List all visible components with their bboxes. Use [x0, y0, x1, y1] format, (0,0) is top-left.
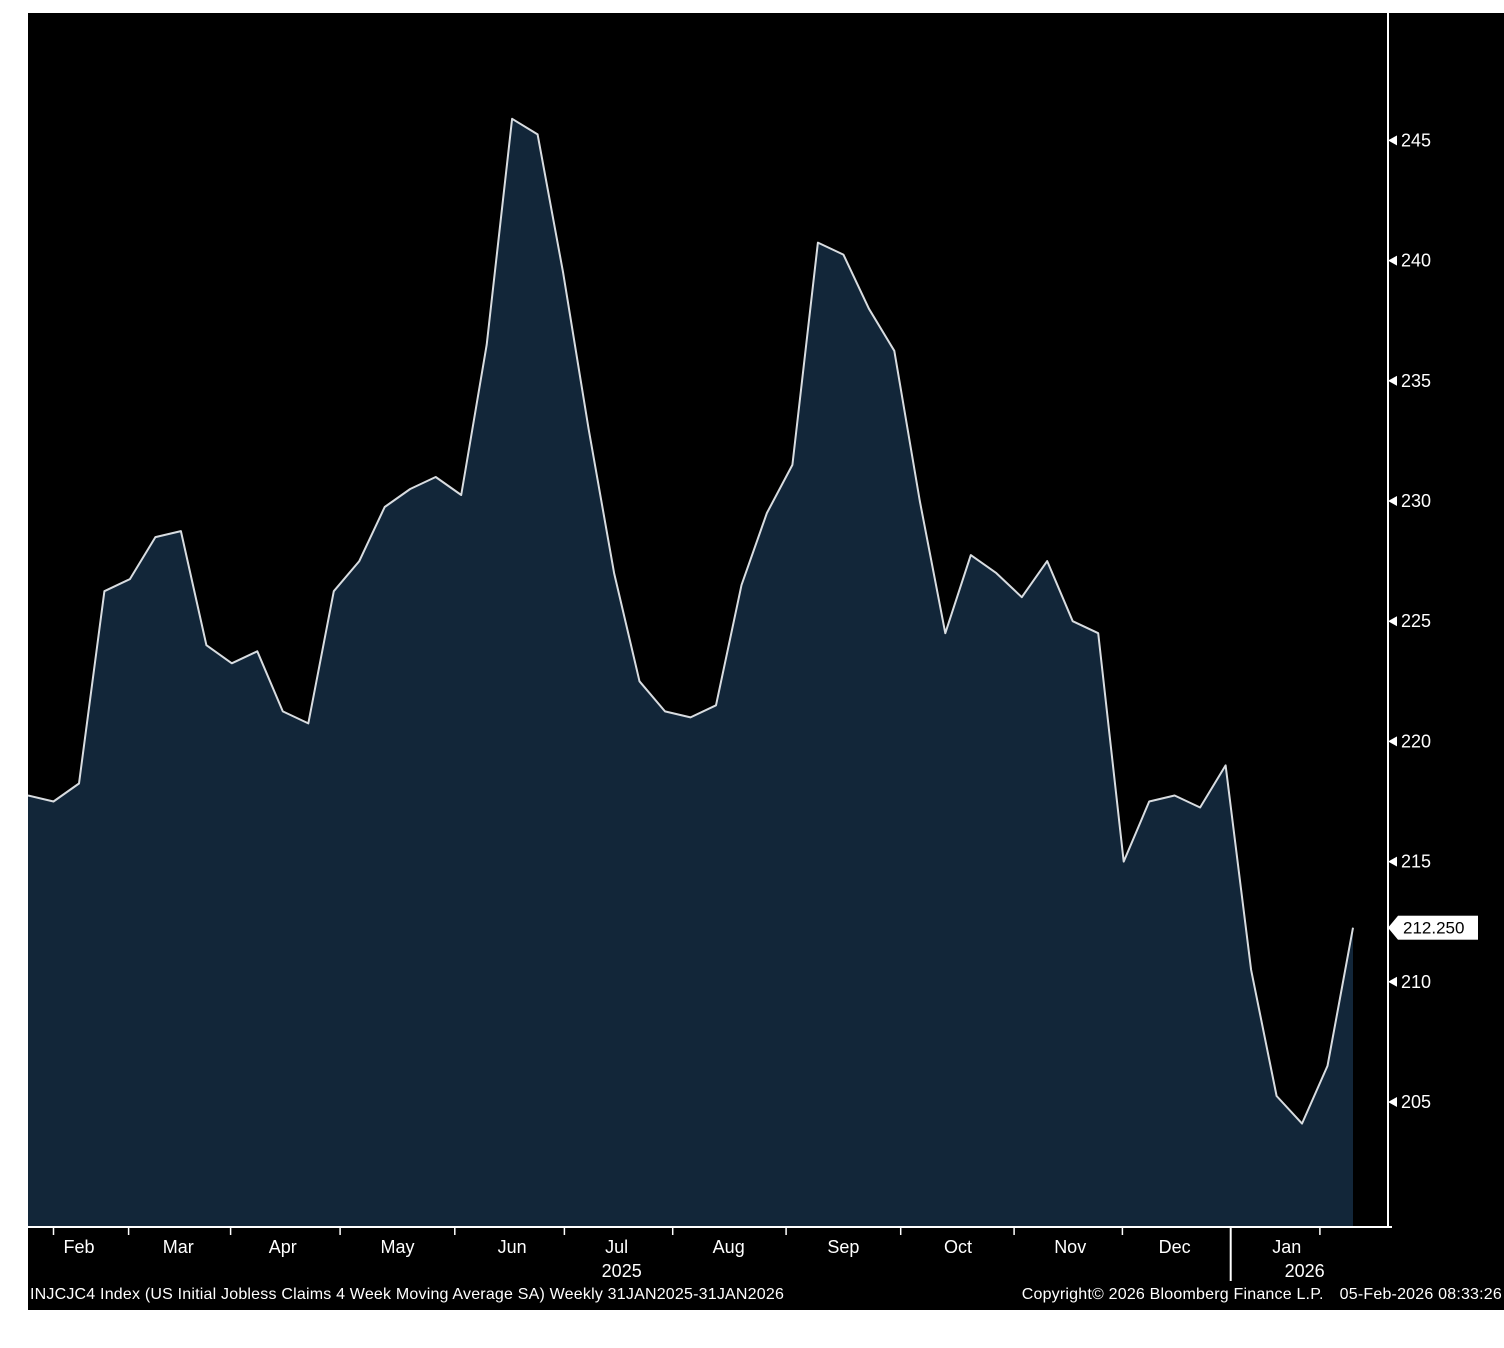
- month-label: Mar: [163, 1237, 194, 1257]
- month-label: Dec: [1159, 1237, 1191, 1257]
- y-tick-label: 235: [1401, 371, 1431, 391]
- y-tick-label: 215: [1401, 852, 1431, 872]
- y-tick-arrow: [1388, 255, 1397, 266]
- month-label: Jun: [498, 1237, 527, 1257]
- y-axis: 205 210 215 220 225 230 235 240 245: [1388, 130, 1431, 1112]
- month-label: Apr: [269, 1237, 297, 1257]
- chart-panel: 205 210 215 220 225 230 235 240 245 212.250 Feb Mar…: [28, 13, 1504, 1310]
- y-tick-arrow: [1388, 736, 1397, 747]
- last-value-label: 212.250: [1403, 919, 1464, 938]
- month-label: Nov: [1054, 1237, 1086, 1257]
- month-label: Aug: [713, 1237, 745, 1257]
- y-tick-arrow: [1388, 856, 1397, 867]
- y-tick-arrow: [1388, 135, 1397, 146]
- y-tick-label: 230: [1401, 491, 1431, 511]
- last-value-box: [1398, 915, 1478, 940]
- timestamp: 05-Feb-2026 08:33:26: [1339, 1286, 1502, 1303]
- y-tick-arrow: [1388, 616, 1397, 627]
- month-label: Sep: [827, 1237, 859, 1257]
- copyright-text: Copyright© 2026 Bloomberg Finance L.P.: [1021, 1286, 1324, 1303]
- month-label: Oct: [944, 1237, 972, 1257]
- y-tick-arrow: [1388, 496, 1397, 507]
- area-fill: [28, 118, 1353, 1227]
- y-tick-label: 220: [1401, 731, 1431, 751]
- month-label: Feb: [63, 1237, 94, 1257]
- last-value-notch: [1388, 915, 1398, 940]
- month-label: Jul: [605, 1237, 628, 1257]
- month-label: May: [380, 1237, 414, 1257]
- series-line: [28, 117, 1354, 1125]
- last-value-marker: 212.250: [1388, 915, 1478, 940]
- y-tick-label: 245: [1401, 130, 1431, 150]
- status-bar: INJCJC4 Index (US Initial Jobless Claims…: [30, 1286, 1502, 1304]
- chart-description: INJCJC4 Index (US Initial Jobless Claims…: [30, 1286, 785, 1303]
- y-tick-arrow: [1388, 1096, 1397, 1107]
- year-label: 2025: [602, 1261, 642, 1281]
- y-tick-arrow: [1388, 375, 1397, 386]
- year-label: 2026: [1285, 1261, 1325, 1281]
- y-tick-label: 210: [1401, 972, 1431, 992]
- y-tick-label: 205: [1401, 1092, 1431, 1112]
- y-tick-arrow: [1388, 976, 1397, 987]
- y-tick-label: 240: [1401, 251, 1431, 271]
- month-label: Jan: [1272, 1237, 1301, 1257]
- x-axis: Feb Mar Apr May Jun Jul Aug Sep Oct Nov Dec Jan 2025…: [52, 1227, 1325, 1281]
- y-tick-label: 225: [1401, 611, 1431, 631]
- jobless-claims-area-chart[interactable]: 205 210 215 220 225 230 235 240 245 212.250 Feb Mar…: [28, 13, 1504, 1309]
